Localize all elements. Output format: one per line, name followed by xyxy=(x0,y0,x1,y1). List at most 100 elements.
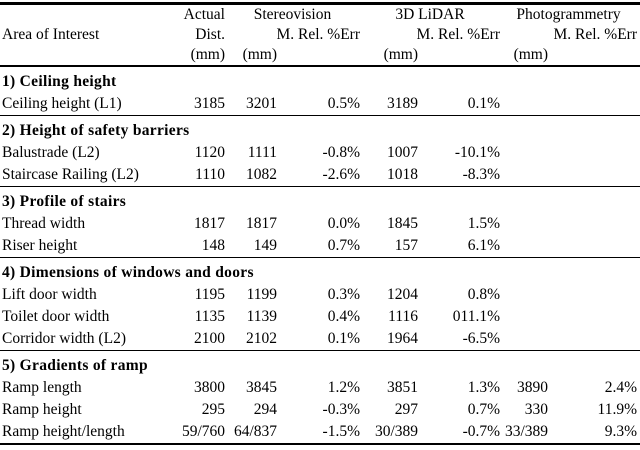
unit-spacer xyxy=(0,45,168,66)
cell-stereo-mrel: 2102 xyxy=(246,330,277,347)
photo-unit-label: (mm) xyxy=(513,46,549,63)
cell-stereo-err: 0.7% xyxy=(327,237,360,254)
section-ceiling-height: 1) Ceiling height Ceiling height (L1) 31… xyxy=(0,66,640,116)
cell-stereo-mrel: 1111 xyxy=(247,144,277,161)
row-label: Ramp length xyxy=(2,379,82,396)
section-stairs-profile: 3) Profile of stairs Thread width 1817 1… xyxy=(0,186,640,258)
cell-lidar-mrel: 3189 xyxy=(387,95,418,112)
table-row: Ramp height 295 294 -0.3% 297 0.7% 330 1… xyxy=(0,399,640,421)
cell-lidar-mrel: 30/389 xyxy=(374,423,418,440)
table-row: Ceiling height (L1) 3185 3201 0.5% 3189 … xyxy=(0,93,640,116)
cell-stereo-mrel: 1199 xyxy=(246,286,277,303)
cell-lidar-err: 1.3% xyxy=(467,379,501,396)
cell-actual-dist: 1110 xyxy=(195,166,225,183)
lidar-unit-label: (mm) xyxy=(383,46,418,63)
cell-actual-dist: 1120 xyxy=(194,144,225,161)
cell-photo-mrel xyxy=(500,213,548,235)
cell-lidar-err: -6.5% xyxy=(462,330,501,347)
header-group-row: Actual Stereovision 3D LiDAR Photogramme… xyxy=(0,4,640,26)
cell-photo-mrel: 330 xyxy=(524,401,549,418)
cell-lidar-mrel: 1204 xyxy=(387,286,418,303)
cell-actual-dist: 1195 xyxy=(194,286,225,303)
photogrammetry-group-label: Photogrammetry xyxy=(516,6,621,23)
row-label: Lift door width xyxy=(2,286,97,303)
photo-metric-header: M. Rel. %Err xyxy=(553,26,638,43)
table-row: Riser height 148 149 0.7% 157 6.1% xyxy=(0,235,640,258)
cell-photo-mrel xyxy=(500,235,548,258)
cell-lidar-mrel: 297 xyxy=(394,401,418,418)
section-windows-doors: 4) Dimensions of windows and doors Lift … xyxy=(0,257,640,351)
cell-lidar-err: 0.8% xyxy=(467,286,501,303)
cell-stereo-err: 0.4% xyxy=(327,308,360,325)
cell-lidar-err: 6.1% xyxy=(467,237,501,254)
cell-photo-err xyxy=(548,213,640,235)
cell-photo-err: 9.3% xyxy=(604,423,638,440)
unit-spacer xyxy=(548,45,640,66)
section-title-row: 4) Dimensions of windows and doors xyxy=(0,258,640,285)
cell-photo-mrel: 3890 xyxy=(517,379,549,396)
cell-actual-dist: 3800 xyxy=(194,379,225,396)
cell-lidar-err: -0.7% xyxy=(462,423,501,440)
cell-stereo-mrel: 149 xyxy=(253,237,277,254)
stereo-metric-header: M. Rel. %Err xyxy=(276,26,360,43)
table-row: Ramp length 3800 3845 1.2% 3851 1.3% 389… xyxy=(0,377,640,399)
header-spacer xyxy=(0,4,168,26)
section-title: 5) Gradients of ramp xyxy=(2,357,148,374)
cell-photo-mrel: 33/389 xyxy=(504,423,549,440)
cell-stereo-err: -0.8% xyxy=(322,144,360,161)
cell-lidar-mrel: 1964 xyxy=(387,330,418,347)
cell-stereo-mrel: 1139 xyxy=(246,308,277,325)
table-row: Toilet door width 1135 1139 0.4% 1116 01… xyxy=(0,306,640,328)
cell-lidar-err: -8.3% xyxy=(462,166,501,183)
cell-photo-mrel xyxy=(500,164,548,187)
section-title: 2) Height of safety barriers xyxy=(2,122,190,139)
cell-stereo-mrel: 1082 xyxy=(246,166,277,183)
cell-lidar-mrel: 1018 xyxy=(387,166,418,183)
cell-stereo-err: -0.3% xyxy=(322,401,360,418)
section-safety-barriers: 2) Height of safety barriers Balustrade … xyxy=(0,115,640,187)
row-label: Ramp height/length xyxy=(2,423,125,440)
cell-photo-mrel xyxy=(500,328,548,351)
cell-photo-mrel xyxy=(500,93,548,116)
table-header: Actual Stereovision 3D LiDAR Photogramme… xyxy=(0,4,640,66)
section-title: 1) Ceiling height xyxy=(2,73,117,90)
row-label: Thread width xyxy=(2,215,86,232)
stereo-unit-label: (mm) xyxy=(242,46,277,63)
cell-lidar-mrel: 3851 xyxy=(387,379,418,396)
cell-lidar-err: 0.7% xyxy=(467,401,501,418)
cell-photo-err: 11.9% xyxy=(597,401,638,418)
cell-lidar-err: 0.1% xyxy=(467,95,501,112)
cell-stereo-err: 1.2% xyxy=(327,379,360,396)
cell-lidar-err: 1.5% xyxy=(467,215,501,232)
dist-unit-label: (mm) xyxy=(190,46,225,63)
cell-lidar-err: 011.1% xyxy=(452,308,501,325)
section-title-row: 5) Gradients of ramp xyxy=(0,351,640,378)
header-unit-row: (mm) (mm) (mm) (mm) xyxy=(0,45,640,66)
row-label: Ceiling height (L1) xyxy=(2,95,122,112)
section-ramp-gradients: 5) Gradients of ramp Ramp length 3800 38… xyxy=(0,350,640,445)
cell-photo-err xyxy=(548,235,640,258)
header-metric-row: Area of Interest Dist. M. Rel. %Err M. R… xyxy=(0,25,640,45)
cell-stereo-err: -2.6% xyxy=(322,166,360,183)
cell-actual-dist: 1817 xyxy=(194,215,225,232)
section-title: 4) Dimensions of windows and doors xyxy=(2,264,254,281)
cell-lidar-mrel: 157 xyxy=(394,237,418,254)
section-title: 3) Profile of stairs xyxy=(2,193,127,210)
cell-stereo-err: 0.3% xyxy=(327,286,360,303)
cell-actual-dist: 3185 xyxy=(194,95,225,112)
row-label: Toilet door width xyxy=(2,308,110,325)
cell-photo-err xyxy=(548,164,640,187)
cell-photo-err: 2.4% xyxy=(604,379,638,396)
cell-actual-dist: 59/760 xyxy=(181,423,225,440)
cell-photo-err xyxy=(548,306,640,328)
table-row: Balustrade (L2) 1120 1111 -0.8% 1007 -10… xyxy=(0,142,640,164)
cell-lidar-mrel: 1007 xyxy=(387,144,418,161)
cell-actual-dist: 2100 xyxy=(194,330,225,347)
dist-header: Dist. xyxy=(195,26,225,43)
cell-actual-dist: 1135 xyxy=(194,308,225,325)
cell-actual-dist: 148 xyxy=(201,237,225,254)
cell-stereo-mrel: 294 xyxy=(253,401,277,418)
cell-lidar-mrel: 1845 xyxy=(387,215,418,232)
cell-photo-mrel xyxy=(500,142,548,164)
